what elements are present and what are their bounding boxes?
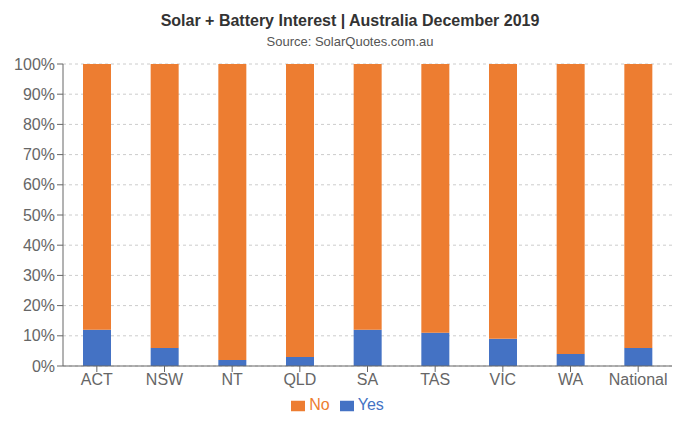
html-text:Yes: Yes <box>357 396 384 413</box>
svg-text:SA: SA <box>357 371 379 388</box>
svg-text:20%: 20% <box>23 297 55 314</box>
svg-text:National: National <box>609 371 668 388</box>
html-text:Source: SolarQuotes.com.au: Source: SolarQuotes.com.au <box>266 34 434 49</box>
svg-text:0%: 0% <box>32 358 55 375</box>
html-text:No: No <box>309 396 330 413</box>
svg-text:ACT: ACT <box>81 371 113 388</box>
svg-text:VIC: VIC <box>489 371 516 388</box>
svg-text:NT: NT <box>222 371 244 388</box>
svg-text:90%: 90% <box>23 86 55 103</box>
svg-text:30%: 30% <box>23 267 55 284</box>
svg-text:WA: WA <box>558 371 584 388</box>
svg-text:10%: 10% <box>23 327 55 344</box>
html-text:Solar + Battery Interest | Aus: Solar + Battery Interest | Australia Dec… <box>160 12 540 29</box>
svg-text:50%: 50% <box>23 207 55 224</box>
svg-text:40%: 40% <box>23 237 55 254</box>
svg-text:NSW: NSW <box>146 371 184 388</box>
svg-text:80%: 80% <box>23 116 55 133</box>
svg-text:QLD: QLD <box>283 371 316 388</box>
svg-text:70%: 70% <box>23 146 55 163</box>
svg-text:TAS: TAS <box>420 371 450 388</box>
svg-text:60%: 60% <box>23 176 55 193</box>
svg-text:100%: 100% <box>14 56 55 73</box>
